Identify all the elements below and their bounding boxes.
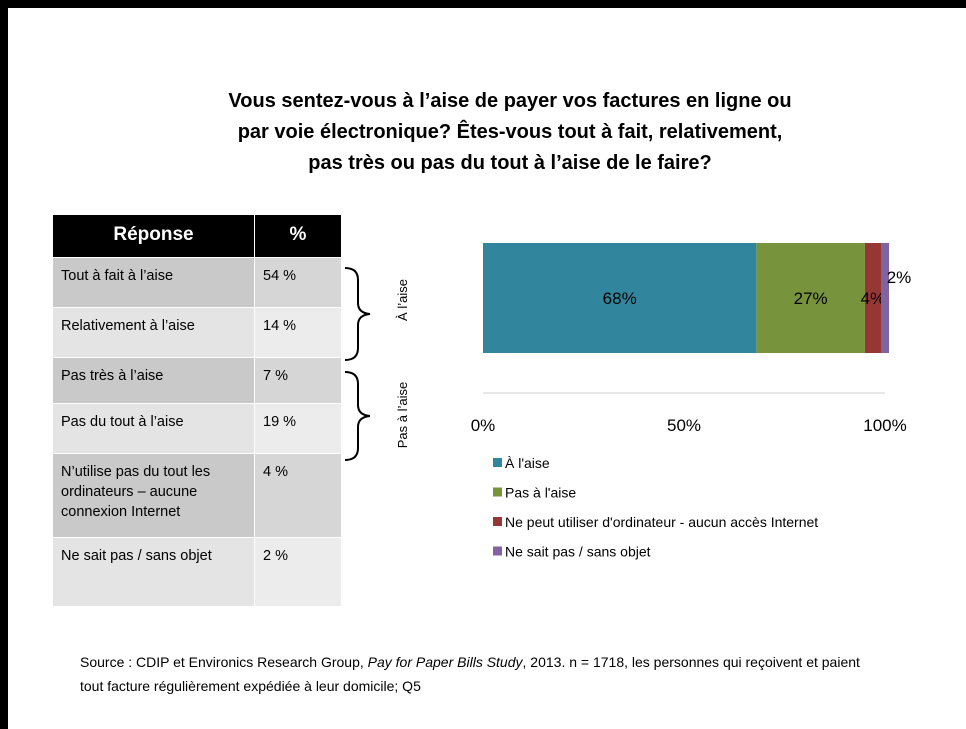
table: Réponse% Tout à fait à l’aise 54 % Relative… xyxy=(53,215,341,607)
source-text: Source : CDIP et Environics Research Gro… xyxy=(80,654,368,670)
legend-swatch xyxy=(493,546,502,556)
bar-segment xyxy=(756,243,865,353)
table-cell: 54 % xyxy=(255,258,341,308)
legend-swatch xyxy=(493,458,502,467)
legend-swatch xyxy=(493,487,502,497)
table-cell: 14 % xyxy=(255,308,341,358)
source-text: Pay for Paper Bills Study xyxy=(367,654,523,670)
table-row: Ne sait pas / sans objet 2 % xyxy=(53,538,341,607)
value-label: 2% xyxy=(887,268,912,287)
value-label: 68% xyxy=(603,289,637,308)
frame xyxy=(0,0,966,8)
table-cell: Pas du tout à l’aise xyxy=(53,404,255,454)
header-cell: Réponse xyxy=(53,215,255,258)
table-row: Tout à fait à l’aise 54 % xyxy=(53,258,341,308)
value-label: 27% xyxy=(794,289,828,308)
legend-label: Ne peut utiliser d'ordinateur - aucun ac… xyxy=(505,514,818,530)
legend-label: Pas à l'aise xyxy=(505,485,576,501)
x-tick-label: 50% xyxy=(667,416,701,435)
x-tick-label: 0% xyxy=(471,416,496,435)
group-label: Pas à l’aise xyxy=(395,382,410,448)
title-line: pas très ou pas du tout à l’aise de le f… xyxy=(308,152,712,174)
table-cell: 2 % xyxy=(255,538,341,607)
table-row: Pas du tout à l’aise 19 % xyxy=(53,404,341,454)
table-cell: 4 % xyxy=(255,454,341,538)
title-line: Vous sentez-vous à l’aise de payer vos f… xyxy=(228,90,792,112)
table-cell: 19 % xyxy=(255,404,341,454)
table-row: Pas très à l’aise 7 % xyxy=(53,358,341,404)
legend-label: À l'aise xyxy=(505,455,550,471)
bar-segment xyxy=(483,243,757,353)
value-label: 4% xyxy=(861,289,886,308)
bar-segment xyxy=(864,243,881,353)
legend-label: Ne sait pas / sans objet xyxy=(505,544,651,560)
table-cell: Pas très à l’aise xyxy=(53,358,255,404)
brace xyxy=(344,371,371,461)
table-cell: Ne sait pas / sans objet xyxy=(53,538,255,607)
brace xyxy=(344,267,371,361)
table-cell: N’utilise pas du tout les ordinateurs – … xyxy=(53,454,255,538)
bar-segment xyxy=(880,243,890,353)
table-row: Relativement à l’aise 14 % xyxy=(53,308,341,358)
title: Vous sentez-vous à l’aise de payer vos f… xyxy=(150,86,870,179)
group-label: À l’aise xyxy=(395,279,410,321)
header-cell: % xyxy=(255,215,341,258)
table-cell: Relativement à l’aise xyxy=(53,308,255,358)
table-cell: 7 % xyxy=(255,358,341,404)
source-text: , 2013. n = 1718, les personnes qui reço… xyxy=(80,654,860,694)
table-row: N’utilise pas du tout les ordinateurs – … xyxy=(53,454,341,538)
x-tick-label: 100% xyxy=(863,416,906,435)
legend-swatch xyxy=(493,517,502,526)
table-cell: Tout à fait à l’aise xyxy=(53,258,255,308)
table-header: Réponse% xyxy=(53,215,341,258)
frame xyxy=(0,0,8,729)
source: Source : CDIP et Environics Research Gro… xyxy=(80,650,880,698)
title-line: par voie électronique? Êtes-vous tout à … xyxy=(237,121,783,143)
